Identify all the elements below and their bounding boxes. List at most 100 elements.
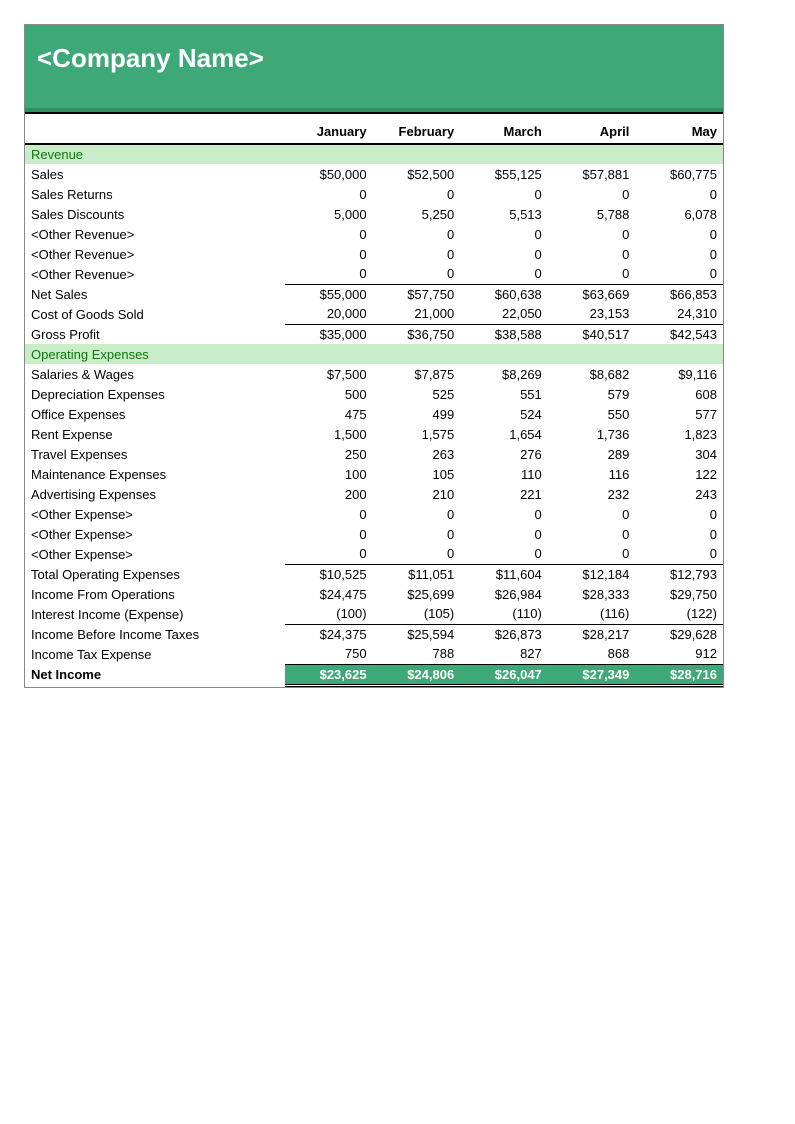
row-label: Salaries & Wages [25,364,285,384]
row-value: $7,500 [285,364,373,384]
row-label: <Other Revenue> [25,264,285,284]
row-value: 24,310 [635,304,723,324]
table-row: Cost of Goods Sold20,00021,00022,05023,1… [25,304,723,324]
row-value: 1,500 [285,424,373,444]
row-value: $28,217 [548,624,636,644]
row-value: $57,881 [548,164,636,184]
row-label: Income Before Income Taxes [25,624,285,644]
month-header-row: January February March April May [25,113,723,144]
row-value: $28,333 [548,584,636,604]
section-header: Operating Expenses [25,344,723,364]
row-label: <Other Revenue> [25,224,285,244]
row-value: 0 [285,504,373,524]
row-value: $38,588 [460,324,548,344]
table-row: Depreciation Expenses500525551579608 [25,384,723,404]
row-label: <Other Expense> [25,504,285,524]
row-value: 250 [285,444,373,464]
row-value: 577 [635,404,723,424]
row-value: 200 [285,484,373,504]
row-value: $55,000 [285,284,373,304]
row-label: <Other Expense> [25,544,285,564]
row-value: $8,269 [460,364,548,384]
row-value: 5,250 [373,204,461,224]
row-value: $25,699 [373,584,461,604]
row-value: $10,525 [285,564,373,584]
row-value: 0 [460,244,548,264]
row-value: $55,125 [460,164,548,184]
net-income-value: $26,047 [460,664,548,685]
row-value: 20,000 [285,304,373,324]
header-month: March [460,113,548,144]
row-value: 0 [460,544,548,564]
header-month: May [635,113,723,144]
header-month: February [373,113,461,144]
row-label: Office Expenses [25,404,285,424]
row-value: 0 [548,184,636,204]
row-value: 0 [635,504,723,524]
row-value: 0 [460,184,548,204]
row-value: 276 [460,444,548,464]
row-value: 0 [635,244,723,264]
row-value: 5,513 [460,204,548,224]
row-value: 0 [548,544,636,564]
row-label: Maintenance Expenses [25,464,285,484]
net-income-row: Net Income$23,625$24,806$26,047$27,349$2… [25,664,723,685]
company-title: <Company Name> [25,25,723,112]
row-value: $66,853 [635,284,723,304]
section-title: Revenue [25,144,723,164]
row-value: 263 [373,444,461,464]
row-label: Interest Income (Expense) [25,604,285,624]
row-value: 912 [635,644,723,664]
income-statement-table: January February March April May Revenue… [25,112,723,687]
row-value: 475 [285,404,373,424]
row-value: 0 [548,264,636,284]
row-value: 0 [285,184,373,204]
row-value: $12,184 [548,564,636,584]
row-label: Total Operating Expenses [25,564,285,584]
row-label: Cost of Goods Sold [25,304,285,324]
row-value: 550 [548,404,636,424]
row-value: 1,654 [460,424,548,444]
section-header: Revenue [25,144,723,164]
row-value: $26,873 [460,624,548,644]
table-row: Rent Expense1,5001,5751,6541,7361,823 [25,424,723,444]
row-value: 105 [373,464,461,484]
row-value: 0 [635,184,723,204]
row-value: $26,984 [460,584,548,604]
row-value: $24,375 [285,624,373,644]
row-value: 0 [460,504,548,524]
row-value: $29,750 [635,584,723,604]
row-value: 1,736 [548,424,636,444]
row-label: Advertising Expenses [25,484,285,504]
table-row: Advertising Expenses200210221232243 [25,484,723,504]
row-value: 0 [635,544,723,564]
row-value: $25,594 [373,624,461,644]
row-value: 827 [460,644,548,664]
row-value: (105) [373,604,461,624]
row-value: (110) [460,604,548,624]
row-value: 0 [460,224,548,244]
table-row: <Other Revenue>00000 [25,244,723,264]
row-value: (116) [548,604,636,624]
row-value: 0 [548,524,636,544]
row-value: 232 [548,484,636,504]
row-value: 750 [285,644,373,664]
row-value: $36,750 [373,324,461,344]
row-value: 1,575 [373,424,461,444]
row-value: 110 [460,464,548,484]
table-row: Sales Discounts5,0005,2505,5135,7886,078 [25,204,723,224]
row-value: $50,000 [285,164,373,184]
row-label: <Other Revenue> [25,244,285,264]
row-value: 0 [373,544,461,564]
row-value: 0 [373,524,461,544]
row-value: $11,604 [460,564,548,584]
row-value: (100) [285,604,373,624]
row-value: 243 [635,484,723,504]
row-value: 0 [548,224,636,244]
row-value: 0 [373,184,461,204]
row-value: $12,793 [635,564,723,584]
table-row: Sales$50,000$52,500$55,125$57,881$60,775 [25,164,723,184]
row-value: 0 [373,244,461,264]
row-value: 608 [635,384,723,404]
row-label: Sales [25,164,285,184]
